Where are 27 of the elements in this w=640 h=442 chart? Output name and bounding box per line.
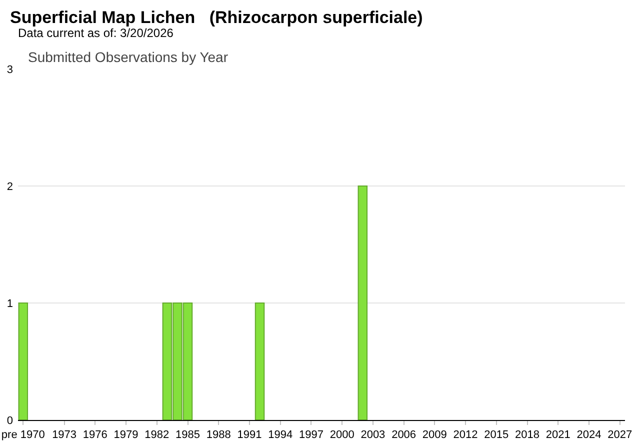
x-tick-label: 2000 <box>330 429 354 442</box>
chart-title: Superficial Map Lichen (Rhizocarpon superficiale) <box>10 8 423 27</box>
x-tick-label: 2012 <box>453 429 478 442</box>
x-tick-label: 2006 <box>392 429 416 442</box>
x-tick-label: pre 1970 <box>1 429 45 442</box>
x-tick-label: 2024 <box>576 429 602 442</box>
x-tick-label: 2015 <box>484 429 509 442</box>
x-tick-label: 1982 <box>144 429 170 442</box>
x-tick-label: 1973 <box>52 429 77 442</box>
x-tick-label: 2027 <box>608 429 632 442</box>
y-tick-label: 1 <box>6 298 13 310</box>
text: Submitted Observations by Year <box>28 49 228 65</box>
x-tick-label: 1997 <box>298 429 324 442</box>
x-tick-label: 1991 <box>237 429 262 442</box>
x-tick-label: 1979 <box>114 429 138 442</box>
x-tick-label: 1985 <box>176 429 200 442</box>
x-tick-label: 1988 <box>206 429 231 442</box>
x-tick-label: 2009 <box>422 429 447 442</box>
x-tick-label: 2018 <box>515 429 540 442</box>
x-tick-label: 1976 <box>82 429 108 442</box>
chart-subtitle: Data current as of: 3/20/2026 <box>18 26 174 40</box>
x-tick-label: 1994 <box>268 429 293 442</box>
y-tick-label: 0 <box>6 414 13 427</box>
y-tick-label: 2 <box>6 180 13 193</box>
y-tick-label: 3 <box>6 64 13 76</box>
x-tick-label: 2003 <box>360 429 386 442</box>
x-tick-label: 2021 <box>546 429 570 442</box>
